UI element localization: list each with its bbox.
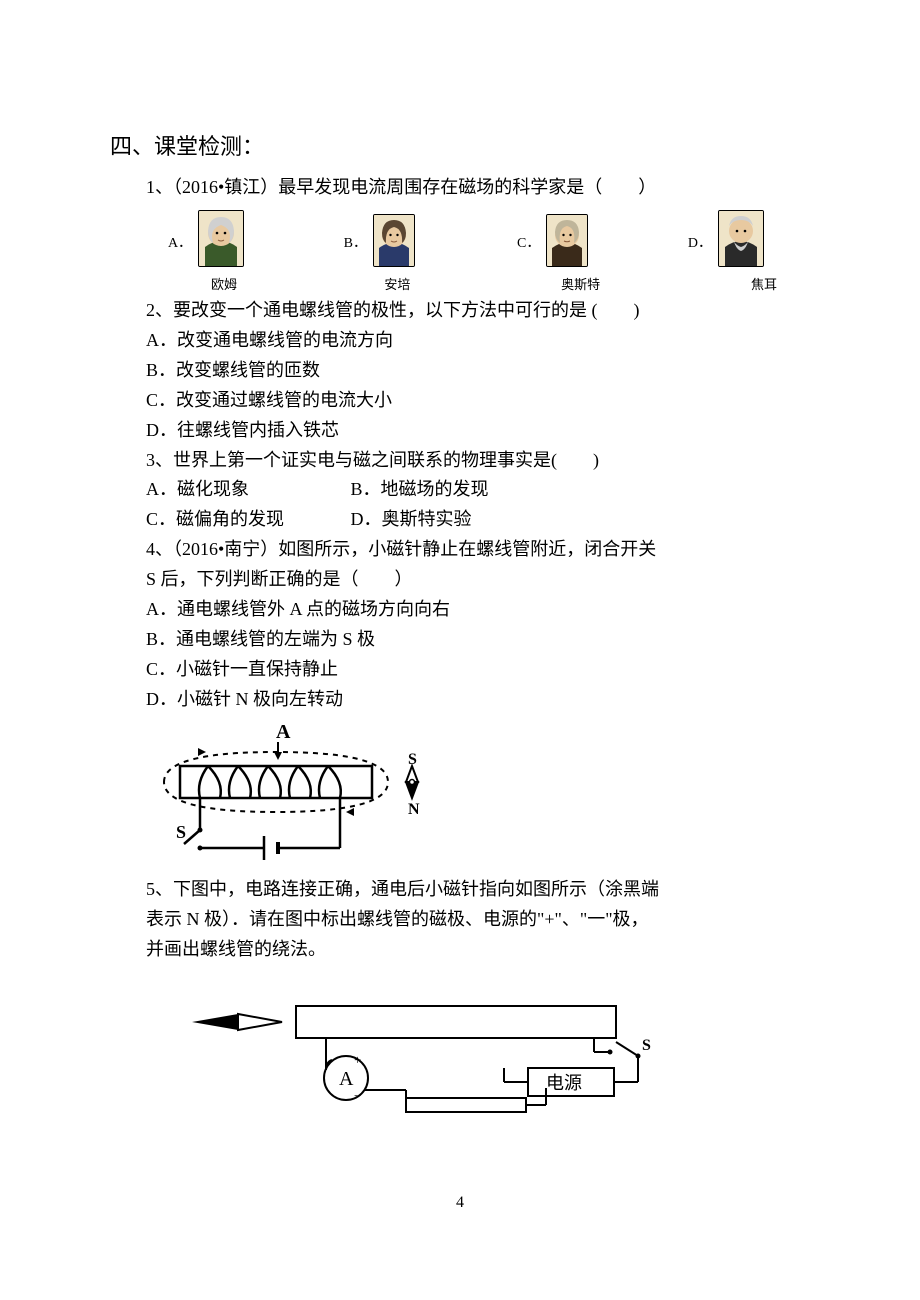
- q5-stem-1: 5、下图中，电路连接正确，通电后小磁针指向如图所示（涂黑端: [146, 876, 810, 904]
- portrait-oersted: [546, 214, 588, 267]
- q1-letter-a: A．: [168, 233, 192, 267]
- q5-diagram: A + − 电源: [186, 992, 810, 1131]
- q3-stem: 3、世界上第一个证实电与磁之间联系的物理事实是( ): [146, 447, 810, 475]
- q5-source-label: 电源: [546, 1073, 582, 1093]
- q1-letter-c: C．: [517, 233, 540, 267]
- section-title: 四、课堂检测：: [110, 130, 810, 164]
- q2-opt-d: D．往螺线管内插入铁芯: [146, 417, 810, 445]
- q4-label-switch: S: [176, 822, 186, 842]
- q4-stem-1: 4、（2016•南宁）如图所示，小磁针静止在螺线管附近，闭合开关: [146, 536, 810, 564]
- page-number: 4: [0, 1191, 920, 1216]
- q4-opt-d: D．小磁针 N 极向左转动: [146, 686, 810, 714]
- q1-stem: 1、（2016•镇江）最早发现电流周围存在磁场的科学家是（ ）: [146, 174, 810, 202]
- q2-stem: 2、要改变一个通电螺线管的极性，以下方法中可行的是 ( ): [146, 297, 810, 325]
- q1-caption-a: 欧姆: [174, 275, 274, 295]
- q2-opt-b: B．改变螺线管的匝数: [146, 357, 810, 385]
- portrait-ohm: [198, 210, 244, 267]
- q5-minus: −: [354, 1088, 361, 1103]
- q1-letter-d: D．: [688, 233, 712, 267]
- q4-label-a: A: [276, 722, 291, 743]
- q5-stem-2: 表示 N 极）．请在图中标出螺线管的磁极、电源的"+"、"一"极，: [146, 906, 810, 934]
- q2-opt-a: A．改变通电螺线管的电流方向: [146, 327, 810, 355]
- q3-opt-a: A．磁化现象: [146, 476, 346, 504]
- portrait-ampere: [373, 214, 415, 267]
- q1-option-c: C．: [493, 214, 613, 267]
- q5-ammeter-label: A: [339, 1068, 354, 1090]
- q4-opt-a: A．通电螺线管外 A 点的磁场方向向右: [146, 596, 810, 624]
- q4-stem-2: S 后，下列判断正确的是（ ）: [146, 566, 810, 594]
- q1-caption-row: 欧姆 安培 奥斯特 焦耳: [146, 271, 814, 295]
- q1-caption-b: 安培: [347, 275, 447, 295]
- portrait-joule: [718, 210, 764, 267]
- q3-opt-b: B．地磁场的发现: [351, 476, 551, 504]
- q5-plus: +: [354, 1052, 361, 1067]
- q1-caption-d: 焦耳: [714, 275, 814, 295]
- q2-opt-c: C．改变通过螺线管的电流大小: [146, 387, 810, 415]
- q3-row2: C．磁偏角的发现 D．奥斯特实验: [146, 506, 810, 534]
- q1-caption-c: 奥斯特: [521, 275, 641, 295]
- q4-opt-b: B．通电螺线管的左端为 S 极: [146, 626, 810, 654]
- q3-opt-c: C．磁偏角的发现: [146, 506, 346, 534]
- q3-opt-d: D．奥斯特实验: [351, 506, 551, 534]
- q5-stem-3: 并画出螺线管的绕法。: [146, 936, 810, 964]
- q1-letter-b: B．: [344, 233, 367, 267]
- q1-option-b: B．: [319, 214, 439, 267]
- q1-option-d: D．: [666, 210, 786, 267]
- q3-row1: A．磁化现象 B．地磁场的发现: [146, 476, 810, 504]
- q1-figure-row: A． B．: [146, 210, 786, 267]
- q4-label-n: N: [408, 801, 420, 818]
- q4-diagram: A: [146, 722, 810, 871]
- q5-switch-label: S: [642, 1037, 651, 1054]
- q1-option-a: A．: [146, 210, 266, 267]
- q4-opt-c: C．小磁针一直保持静止: [146, 656, 810, 684]
